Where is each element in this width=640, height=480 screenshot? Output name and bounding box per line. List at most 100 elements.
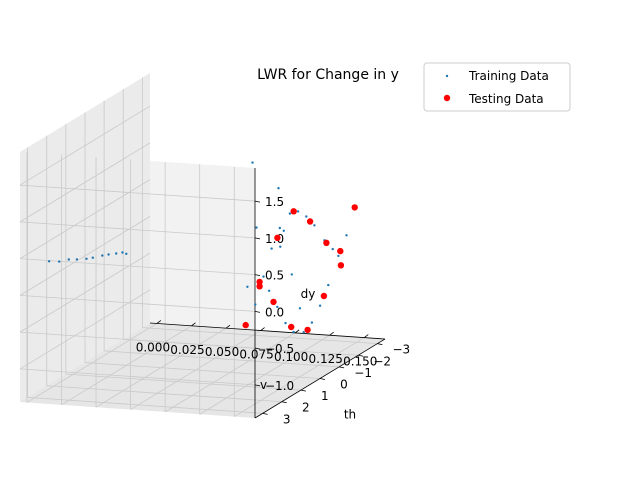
z-axis-label: dy bbox=[301, 287, 316, 301]
training-point bbox=[310, 321, 314, 324]
z-tick-mark bbox=[254, 237, 261, 240]
legend-frame bbox=[423, 62, 571, 112]
z-tick-label: −1.0 bbox=[265, 379, 294, 393]
y-tick-mark bbox=[319, 378, 326, 380]
y-tick-label: 3 bbox=[283, 412, 291, 426]
y-tick-label: −3 bbox=[393, 343, 411, 357]
grid-line bbox=[19, 184, 256, 202]
training-point bbox=[121, 251, 124, 254]
training-point bbox=[296, 210, 300, 213]
x-tick-mark bbox=[156, 320, 162, 324]
grid-line bbox=[19, 105, 151, 186]
z-tick-mark bbox=[254, 274, 261, 277]
testing-point bbox=[256, 278, 263, 286]
x-tick-label: 0.075 bbox=[239, 348, 273, 362]
testing-point bbox=[256, 283, 263, 290]
x-tick-label: 0.025 bbox=[170, 343, 204, 357]
x-tick-mark bbox=[260, 327, 265, 331]
training-point bbox=[47, 260, 51, 263]
testing-point bbox=[351, 204, 358, 211]
training-point bbox=[58, 260, 61, 263]
y-tick-label: 2 bbox=[302, 401, 310, 415]
x-tick-label: 0.100 bbox=[274, 350, 308, 364]
testing-point bbox=[288, 323, 295, 331]
training-point bbox=[284, 321, 287, 325]
x-tick-mark bbox=[294, 329, 300, 334]
x-axis-line bbox=[149, 322, 386, 340]
grid-line bbox=[84, 362, 321, 379]
y-tick-mark bbox=[281, 401, 287, 404]
training-point bbox=[337, 254, 340, 258]
training-point bbox=[107, 253, 110, 256]
training-point bbox=[255, 226, 258, 229]
grid-line bbox=[65, 373, 301, 391]
x-tick-label: 0.150 bbox=[343, 355, 377, 369]
training-point bbox=[302, 331, 305, 334]
grid-line bbox=[104, 350, 340, 368]
training-point bbox=[313, 224, 316, 227]
y-tick-mark bbox=[358, 354, 364, 357]
y-tick-label: 0 bbox=[340, 378, 348, 392]
training-point bbox=[345, 234, 348, 237]
x-tick-label: 0.125 bbox=[309, 352, 343, 366]
training-point bbox=[246, 285, 249, 288]
grid-line bbox=[46, 385, 282, 403]
legend-marker-testing bbox=[443, 94, 451, 102]
training-point bbox=[101, 254, 104, 257]
z-tick-label: 1.5 bbox=[265, 195, 284, 209]
axis-panes bbox=[20, 73, 385, 418]
x-tick-label: 0.050 bbox=[205, 345, 239, 359]
training-point bbox=[331, 247, 334, 251]
training-point bbox=[91, 256, 95, 259]
z-tick-mark bbox=[254, 200, 261, 203]
y-axis-label: th bbox=[344, 408, 356, 422]
axis-labels: v th dy bbox=[260, 287, 356, 422]
testing-point bbox=[290, 208, 297, 215]
x-tick-label: 0.000 bbox=[136, 340, 170, 354]
testing-point bbox=[337, 247, 344, 255]
training-point bbox=[125, 252, 128, 255]
legend-label-training: Training Data bbox=[468, 69, 549, 83]
data-points bbox=[47, 161, 358, 334]
training-point bbox=[327, 283, 330, 287]
y-tick-label: 1 bbox=[321, 389, 329, 403]
z-tick-mark bbox=[254, 384, 261, 387]
training-point bbox=[288, 212, 292, 215]
y-tick-label: −2 bbox=[373, 354, 391, 368]
z-tick-label: −0.5 bbox=[265, 342, 294, 356]
grid-line bbox=[19, 221, 256, 239]
training-point bbox=[279, 245, 282, 248]
training-point bbox=[67, 258, 71, 261]
testing-point bbox=[270, 298, 277, 306]
grid-line bbox=[27, 396, 263, 414]
grid-line bbox=[19, 294, 256, 312]
training-point bbox=[305, 215, 308, 218]
x-axis-label: v bbox=[260, 378, 267, 392]
training-point bbox=[267, 289, 271, 292]
training-point bbox=[254, 303, 257, 306]
z-tick-label: 0.5 bbox=[265, 269, 284, 283]
training-point bbox=[282, 229, 285, 232]
training-point bbox=[270, 247, 273, 250]
training-point bbox=[277, 187, 280, 190]
y-tick-label: −1 bbox=[354, 366, 372, 380]
testing-point bbox=[337, 262, 345, 269]
y-tick-mark bbox=[377, 343, 383, 346]
grid-line bbox=[19, 142, 151, 223]
grid-lines bbox=[19, 77, 378, 417]
training-point bbox=[85, 257, 88, 260]
legend: Training Data Testing Data bbox=[423, 62, 571, 112]
z-tick-label: 0.0 bbox=[265, 305, 284, 319]
x-tick-mark bbox=[191, 322, 196, 327]
testing-point bbox=[306, 218, 314, 225]
training-point bbox=[298, 307, 302, 310]
training-point bbox=[278, 226, 281, 230]
y-tick-mark bbox=[339, 366, 345, 369]
x-tick-mark bbox=[364, 334, 369, 338]
training-point bbox=[290, 273, 293, 276]
grid-line bbox=[142, 327, 378, 345]
x-tick-mark bbox=[329, 331, 334, 336]
testing-point bbox=[320, 292, 328, 300]
